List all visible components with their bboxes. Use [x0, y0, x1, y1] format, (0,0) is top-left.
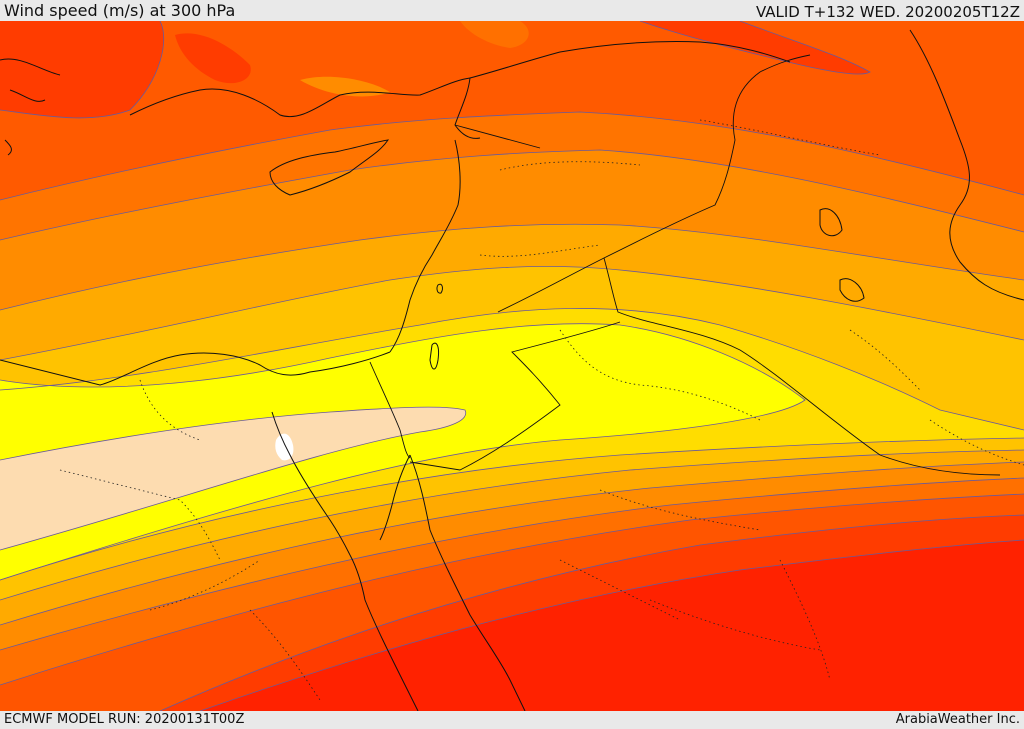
band-south-7: [200, 540, 1024, 711]
caspian-coast: [909, 29, 1024, 301]
band-lower: [0, 323, 805, 580]
turkey-coast: [129, 77, 481, 139]
lake-urmia: [839, 278, 865, 302]
cyprus: [269, 139, 390, 196]
band-north-3: [640, 21, 870, 75]
levant-coast: [389, 139, 461, 353]
sea-of-galilee: [436, 283, 443, 294]
lake-van: [819, 208, 843, 237]
gulf-aqaba: [379, 454, 411, 541]
egypt-north-coast: [0, 351, 391, 386]
band-lowest: [0, 407, 466, 550]
borders: [369, 54, 1001, 476]
band-north-1: [0, 21, 164, 118]
model-run-label: ECMWF MODEL RUN: 20200131T00Z: [4, 712, 245, 727]
coastlines: [0, 29, 1024, 711]
valid-time-label: VALID T+132 WED. 20200205T12Z: [755, 3, 1020, 21]
footer-bar: ECMWF MODEL RUN: 20200131T00Z ArabiaWeat…: [0, 711, 1024, 729]
aegean-islands: [0, 58, 61, 156]
red-sea-east-coast: [409, 454, 526, 711]
black-sea-coast: [469, 41, 791, 79]
sinai-gulf-suez: [271, 411, 419, 711]
wind-speed-map: [0, 21, 1024, 711]
contour-lines: [0, 21, 1024, 711]
band-north-2: [175, 33, 251, 84]
map-title: Wind speed (m/s) at 300 hPa: [4, 1, 236, 20]
credit-label: ArabiaWeather Inc.: [895, 712, 1020, 727]
province-boundaries: [59, 119, 1024, 701]
band-north-5: [460, 21, 529, 48]
dead-sea: [429, 342, 439, 370]
band-north-4: [300, 76, 390, 97]
header-bar: Wind speed (m/s) at 300 hPa VALID T+132 …: [0, 0, 1024, 21]
